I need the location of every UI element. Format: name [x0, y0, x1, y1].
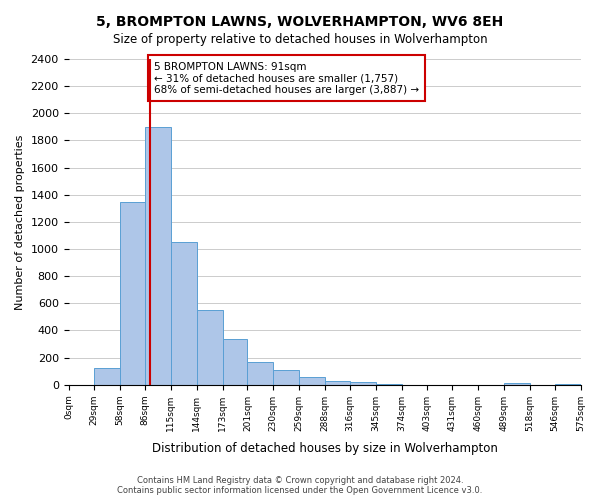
- Text: 5, BROMPTON LAWNS, WOLVERHAMPTON, WV6 8EH: 5, BROMPTON LAWNS, WOLVERHAMPTON, WV6 8E…: [97, 15, 503, 29]
- Bar: [299, 376, 325, 385]
- Text: Contains HM Land Registry data © Crown copyright and database right 2024.
Contai: Contains HM Land Registry data © Crown c…: [118, 476, 482, 495]
- Bar: [171, 242, 197, 385]
- Bar: [274, 370, 299, 385]
- Text: 5 BROMPTON LAWNS: 91sqm
← 31% of detached houses are smaller (1,757)
68% of semi: 5 BROMPTON LAWNS: 91sqm ← 31% of detache…: [154, 62, 419, 95]
- Bar: [120, 202, 145, 385]
- Bar: [504, 383, 530, 385]
- Bar: [247, 362, 274, 385]
- Bar: [325, 380, 350, 385]
- Bar: [94, 368, 120, 385]
- Bar: [197, 310, 223, 385]
- Bar: [223, 338, 247, 385]
- Bar: [145, 127, 171, 385]
- X-axis label: Distribution of detached houses by size in Wolverhampton: Distribution of detached houses by size …: [152, 442, 497, 455]
- Bar: [376, 384, 401, 385]
- Text: Size of property relative to detached houses in Wolverhampton: Size of property relative to detached ho…: [113, 32, 487, 46]
- Bar: [350, 382, 376, 385]
- Y-axis label: Number of detached properties: Number of detached properties: [15, 134, 25, 310]
- Bar: [554, 384, 581, 385]
